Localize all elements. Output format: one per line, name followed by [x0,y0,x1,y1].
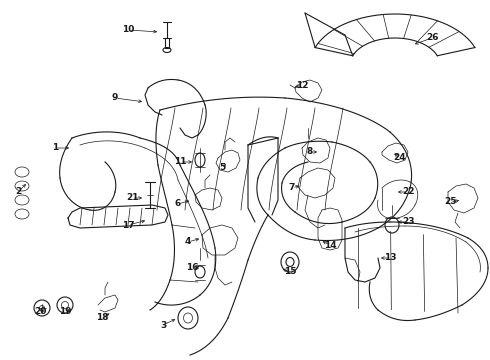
Text: 26: 26 [426,33,438,42]
Text: 16: 16 [186,264,198,273]
Text: 7: 7 [289,184,295,193]
Text: 25: 25 [444,198,456,207]
Text: 24: 24 [393,153,406,162]
Text: 19: 19 [59,307,72,316]
Text: 6: 6 [175,199,181,208]
Text: 18: 18 [96,314,108,323]
Text: 11: 11 [174,158,186,166]
Text: 10: 10 [122,26,134,35]
Text: 3: 3 [160,320,166,329]
Text: 9: 9 [112,94,118,103]
Text: 20: 20 [34,307,46,316]
Text: 8: 8 [307,148,313,157]
Text: 2: 2 [15,188,21,197]
Text: 1: 1 [52,144,58,153]
Text: 12: 12 [296,81,308,90]
Text: 23: 23 [402,217,414,226]
Text: 5: 5 [219,163,225,172]
Text: 21: 21 [126,194,138,202]
Text: 4: 4 [185,238,191,247]
Text: 13: 13 [384,253,396,262]
Text: 22: 22 [402,188,414,197]
Text: 15: 15 [284,267,296,276]
Text: 14: 14 [324,240,336,249]
Text: 17: 17 [122,220,134,230]
